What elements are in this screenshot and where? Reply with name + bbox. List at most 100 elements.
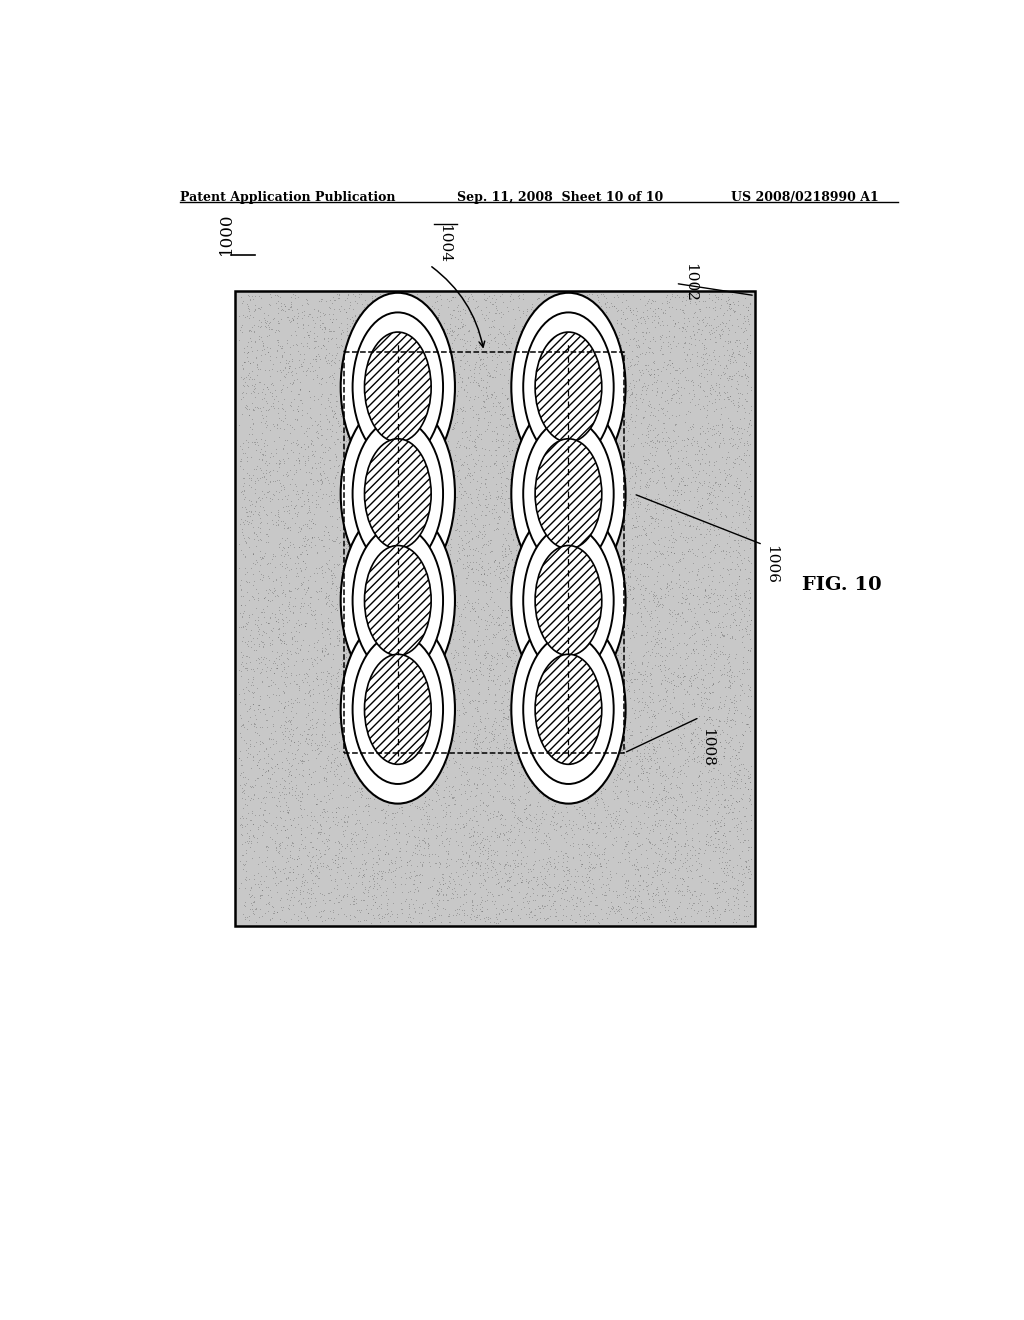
Point: [299, 417, 315, 438]
Point: [502, 416, 518, 437]
Point: [447, 688, 464, 709]
Point: [569, 598, 586, 619]
Point: [349, 293, 366, 314]
Point: [665, 420, 681, 441]
Point: [343, 743, 359, 764]
Point: [569, 752, 586, 774]
Point: [468, 801, 484, 822]
Point: [509, 843, 525, 865]
Point: [710, 780, 726, 801]
Point: [472, 348, 488, 370]
Point: [457, 862, 473, 883]
Point: [590, 788, 606, 809]
Point: [419, 680, 435, 701]
Point: [376, 767, 392, 788]
Point: [282, 857, 298, 878]
Point: [690, 577, 707, 598]
Point: [608, 830, 625, 851]
Point: [644, 457, 660, 478]
Point: [521, 519, 538, 540]
Point: [387, 521, 403, 543]
Point: [713, 697, 729, 718]
Point: [310, 867, 327, 888]
Point: [258, 480, 274, 502]
Point: [589, 463, 605, 484]
Point: [293, 437, 309, 458]
Point: [583, 842, 599, 863]
Point: [625, 624, 641, 645]
Point: [479, 595, 496, 616]
Point: [233, 805, 250, 826]
Point: [641, 603, 657, 624]
Point: [362, 409, 379, 430]
Point: [702, 895, 719, 916]
Point: [470, 635, 486, 656]
Point: [660, 491, 677, 512]
Point: [515, 536, 531, 557]
Point: [400, 500, 417, 521]
Point: [636, 285, 652, 306]
Point: [616, 345, 633, 366]
Point: [510, 853, 526, 874]
Point: [264, 858, 281, 879]
Point: [581, 429, 597, 450]
Point: [380, 862, 396, 883]
Point: [599, 412, 615, 433]
Point: [638, 762, 654, 783]
Point: [668, 775, 684, 796]
Point: [298, 873, 314, 894]
Point: [581, 391, 597, 412]
Point: [662, 350, 678, 371]
Point: [374, 626, 390, 647]
Point: [694, 494, 711, 515]
Point: [330, 812, 346, 833]
Point: [572, 298, 589, 319]
Point: [741, 500, 758, 521]
Point: [411, 601, 427, 622]
Point: [321, 825, 337, 846]
Point: [633, 462, 649, 483]
Point: [689, 436, 706, 457]
Point: [349, 483, 366, 504]
Point: [462, 372, 478, 393]
Point: [634, 535, 650, 556]
Point: [402, 499, 419, 520]
Point: [717, 469, 733, 490]
Point: [694, 805, 711, 826]
Point: [517, 317, 534, 338]
Point: [683, 433, 699, 454]
Point: [286, 808, 302, 829]
Point: [524, 876, 541, 898]
Point: [627, 655, 643, 676]
Point: [543, 810, 559, 832]
Point: [454, 400, 470, 421]
Point: [631, 335, 647, 356]
Point: [464, 593, 480, 614]
Point: [318, 500, 335, 521]
Point: [697, 611, 714, 632]
Point: [644, 739, 660, 760]
Point: [247, 374, 263, 395]
Point: [266, 581, 283, 602]
Point: [295, 314, 311, 335]
Point: [668, 479, 684, 500]
Point: [256, 359, 272, 380]
Point: [642, 746, 658, 767]
Point: [384, 494, 400, 515]
Point: [645, 891, 662, 912]
Point: [462, 693, 478, 714]
Point: [423, 433, 439, 454]
Point: [367, 727, 383, 748]
Point: [328, 385, 344, 407]
Point: [738, 620, 755, 642]
Point: [599, 908, 615, 929]
Point: [530, 352, 547, 374]
Point: [469, 508, 485, 529]
Point: [638, 450, 654, 471]
Point: [711, 424, 727, 445]
Point: [349, 648, 366, 669]
Point: [495, 638, 511, 659]
Point: [660, 428, 677, 449]
Point: [293, 908, 309, 929]
Point: [500, 433, 516, 454]
